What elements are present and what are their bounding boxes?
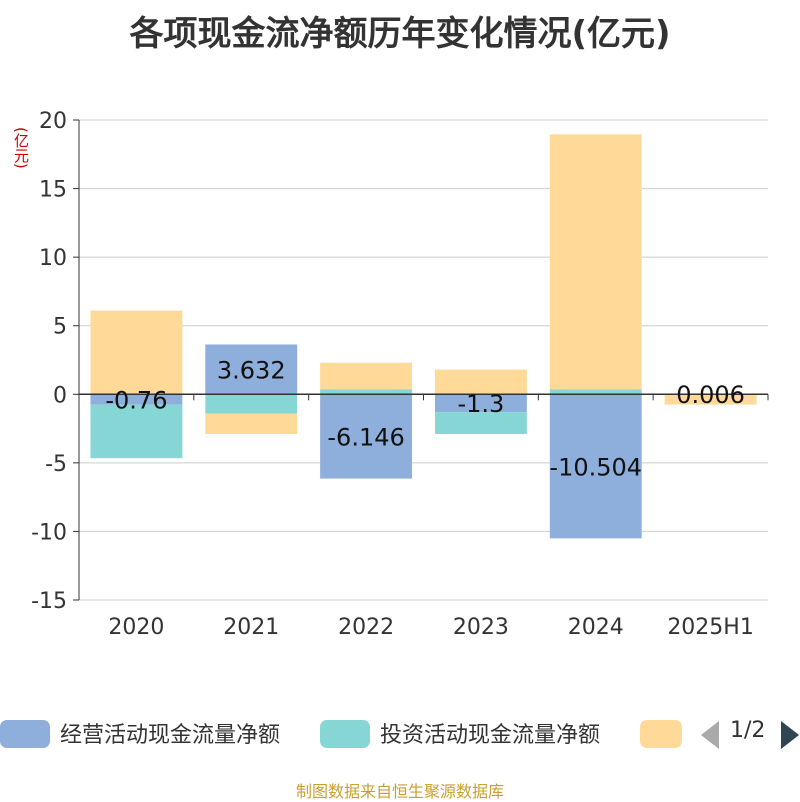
data-source-note: 制图数据来自恒生聚源数据库 bbox=[0, 778, 800, 802]
data-label-2024: -10.504 bbox=[549, 453, 642, 481]
y-tick-label: 20 bbox=[39, 109, 67, 134]
data-label-2022: -6.146 bbox=[327, 423, 404, 451]
y-tick-label: -10 bbox=[31, 520, 67, 545]
bar-series3-2021 bbox=[205, 413, 297, 434]
legend-next-page-icon[interactable] bbox=[781, 721, 799, 749]
data-label-2020: -0.76 bbox=[105, 386, 167, 414]
legend-swatch-financing bbox=[640, 720, 682, 748]
y-tick-label: -5 bbox=[45, 452, 67, 477]
x-tick-label: 2024 bbox=[568, 615, 624, 640]
y-tick-label: -15 bbox=[31, 589, 67, 614]
data-label-2021: 3.632 bbox=[217, 356, 286, 384]
data-label-2023: -1.3 bbox=[458, 390, 505, 418]
chart-plot: -15 -10 -5 0 5 10 15 20 -0.76 3.632 -6.146 -1.3 -10.… bbox=[0, 0, 800, 700]
legend-page-indicator: 1/2 bbox=[730, 718, 765, 743]
bar-series3-2022 bbox=[320, 363, 412, 390]
legend-swatch-operating bbox=[0, 720, 50, 748]
legend-swatch-investing bbox=[320, 720, 370, 748]
x-tick-label: 2025H1 bbox=[667, 615, 754, 640]
legend-prev-page-icon[interactable] bbox=[701, 721, 719, 749]
legend-label-operating: 经营活动现金流量净额 bbox=[60, 717, 280, 749]
data-label-2025H1: 0.006 bbox=[676, 381, 745, 409]
bar-series3-2024 bbox=[550, 134, 642, 389]
x-tick-label: 2022 bbox=[338, 615, 394, 640]
x-tick-label: 2020 bbox=[108, 615, 164, 640]
y-tick-label: 0 bbox=[53, 383, 67, 408]
y-tick-label: 5 bbox=[53, 315, 67, 340]
legend: 经营活动现金流量净额 投资活动现金流量净额 bbox=[0, 716, 800, 756]
bar-series2-2021 bbox=[205, 394, 297, 413]
bar-series3-2020 bbox=[90, 311, 182, 395]
legend-label-investing: 投资活动现金流量净额 bbox=[380, 717, 600, 749]
x-tick-label: 2023 bbox=[453, 615, 509, 640]
y-tick-label: 10 bbox=[39, 246, 67, 271]
x-tick-label: 2021 bbox=[223, 615, 279, 640]
y-tick-label: 15 bbox=[39, 178, 67, 203]
